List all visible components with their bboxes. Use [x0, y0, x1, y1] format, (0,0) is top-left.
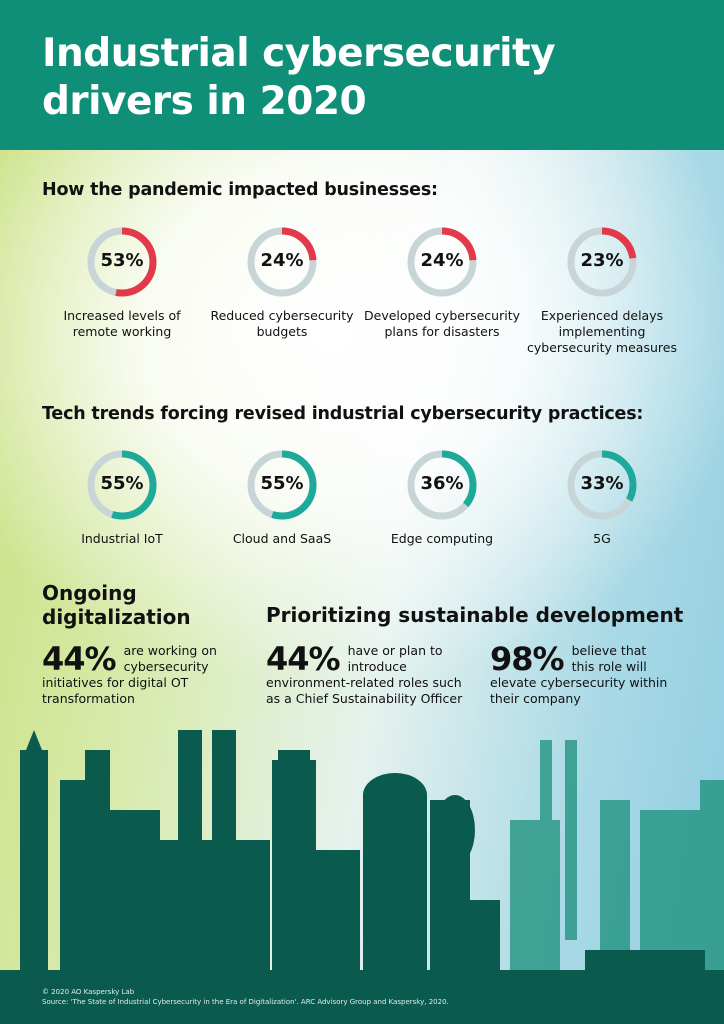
donut-category-label: Experienced delays implementing cybersec… [527, 308, 677, 355]
donut-chart: 33% 5G [522, 447, 682, 547]
donut-value-label: 55% [100, 473, 144, 494]
donut-chart: 55% Industrial IoT [42, 447, 202, 547]
donut-chart: 53% Increased levels of remote working [42, 224, 202, 340]
donut-ring [407, 450, 477, 520]
donut-category-label: Increased levels of remote working [63, 308, 181, 339]
donut-chart: 36% Edge computing [362, 447, 522, 547]
donut-category-label: Industrial IoT [81, 531, 163, 546]
sustainability-stat-2: 98% believe that this role will elevate … [490, 643, 670, 707]
donut-value-arc [247, 450, 317, 520]
donut-value-label: 36% [420, 473, 464, 494]
donut-value-arc [567, 450, 637, 520]
tech-trends-heading: Tech trends forcing revised industrial c… [42, 404, 644, 424]
donut-category-label: Reduced cybersecurity budgets [210, 308, 354, 339]
donut-chart: 24% Developed cybersecurity plans for di… [362, 224, 522, 340]
donut-ring [247, 450, 317, 520]
copyright: © 2020 AO Kaspersky Lab [42, 988, 135, 996]
page-title: Industrial cybersecurity drivers in 2020 [42, 31, 556, 124]
footer: © 2020 AO Kaspersky Lab Source: 'The Sta… [42, 987, 449, 1007]
stat-value: 44% [42, 640, 117, 678]
stat-value: 44% [266, 640, 341, 678]
donut-category-label: Cloud and SaaS [232, 531, 332, 546]
donut-value-arc [87, 450, 157, 520]
donut-chart: 55% Cloud and SaaS [202, 447, 362, 547]
source-citation: Source: 'The State of Industrial Cyberse… [42, 998, 449, 1006]
donut-value-label: 53% [100, 250, 144, 271]
pandemic-heading: How the pandemic impacted businesses: [42, 180, 438, 200]
stat-text: are working on cybersecurity initiatives… [42, 643, 217, 706]
donut-ring [567, 227, 637, 297]
donut-ring [567, 450, 637, 520]
donut-value-arc [567, 227, 637, 297]
donut-category-label: Edge computing [390, 531, 494, 546]
donut-value-arc [407, 450, 477, 520]
stat-text: believe that this role will elevate cybe… [490, 643, 668, 706]
donut-category-label: 5G [593, 531, 611, 546]
digitalization-stat: 44% are working on cybersecurity initiat… [42, 643, 242, 707]
donut-ring [407, 227, 477, 297]
stat-text: have or plan to introduce environment-re… [266, 643, 463, 706]
donut-chart: 23% Experienced delays implementing cybe… [522, 224, 682, 356]
donut-value-label: 24% [260, 250, 304, 271]
industrial-skyline-illustration [0, 730, 724, 1024]
donut-value-label: 23% [580, 250, 624, 271]
donut-chart: 24% Reduced cybersecurity budgets [202, 224, 362, 340]
donut-category-label: Developed cybersecurity plans for disast… [364, 308, 520, 339]
sustainability-heading: Prioritizing sustainable development [266, 603, 684, 627]
donut-value-arc [247, 227, 317, 297]
donut-value-label: 33% [580, 473, 624, 494]
digitalization-heading: Ongoing digitalization [42, 581, 191, 629]
sustainability-stat-1: 44% have or plan to introduce environmen… [266, 643, 466, 707]
header-band: Industrial cybersecurity drivers in 2020 [0, 0, 724, 150]
donut-value-label: 55% [260, 473, 304, 494]
donut-ring [87, 450, 157, 520]
donut-value-arc [407, 227, 477, 297]
donut-ring [247, 227, 317, 297]
stat-value: 98% [490, 640, 565, 678]
donut-value-label: 24% [420, 250, 464, 271]
donut-value-arc [87, 227, 157, 297]
donut-ring [87, 227, 157, 297]
